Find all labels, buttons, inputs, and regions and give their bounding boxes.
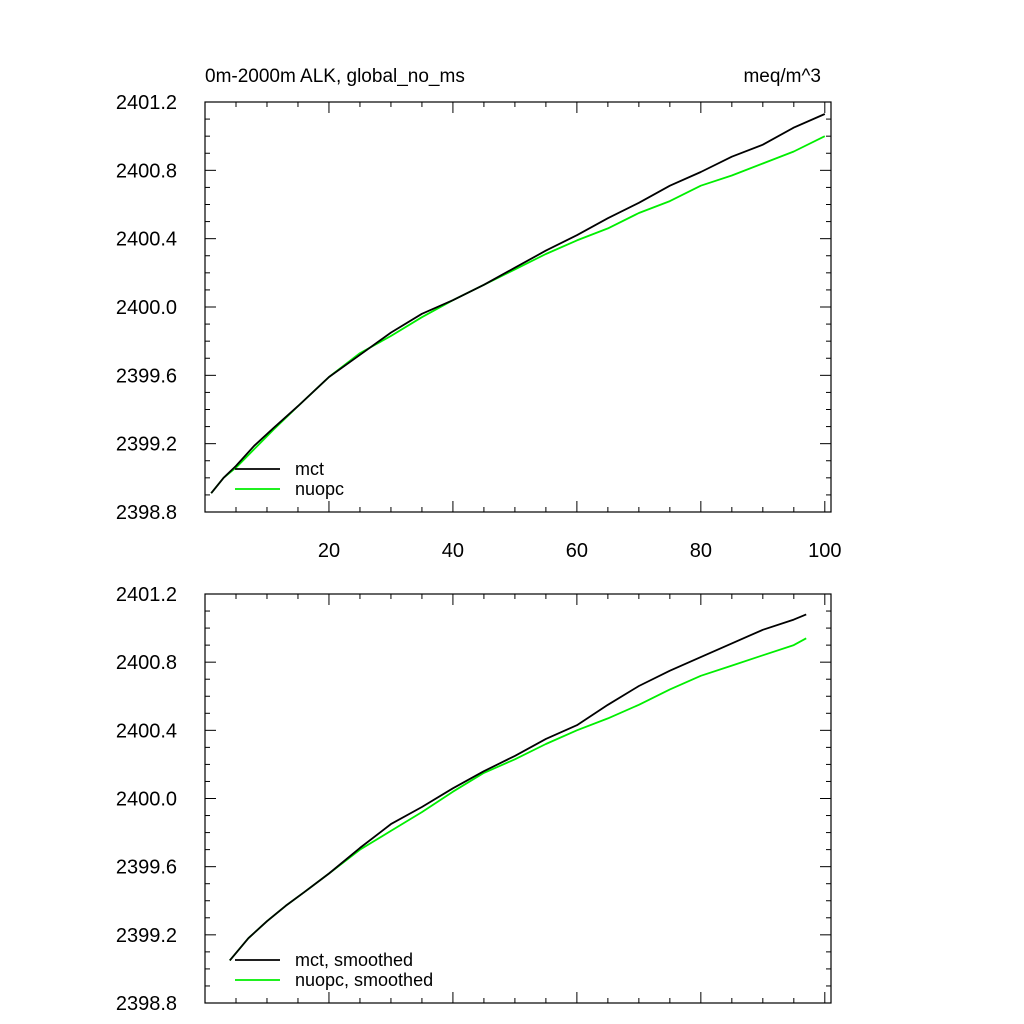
y-tick-label: 2399.2 [116, 925, 177, 947]
y-tick-label: 2399.6 [116, 365, 177, 387]
chart-panel-2: 2398.8 2399.2 2399.6 2400.0 2400.4 2400.8 2401… [116, 584, 832, 1015]
legend-label: nuopc, smoothed [295, 970, 433, 990]
y-tick-label: 2400.8 [116, 160, 177, 182]
y-tick-label: 2398.8 [116, 502, 177, 524]
y-tick-label: 2400.0 [116, 789, 177, 811]
chart-panel-1: 20 40 60 80 100 2398.8 2399.2 2399.6 2400.0 2400.… [116, 66, 842, 562]
series-line-mct [210, 113, 826, 494]
y-tick-label: 2399.6 [116, 857, 177, 879]
x-tick-label: 20 [318, 540, 340, 562]
x-tick-label: 40 [442, 540, 464, 562]
legend-label: nuopc [295, 479, 344, 499]
y-tick-label: 2399.2 [116, 434, 177, 456]
y-tick-label: 2398.8 [116, 993, 177, 1015]
units-label: meq/m^3 [743, 66, 821, 87]
y-tick-label: 2401.2 [116, 92, 177, 114]
x-tick-label: 100 [808, 540, 841, 562]
x-tick-label: 80 [690, 540, 712, 562]
y-tick-label: 2401.2 [116, 584, 177, 606]
x-tick-label: 60 [566, 540, 588, 562]
series-line-mct-smoothed [229, 613, 807, 961]
y-tick-label: 2400.4 [116, 229, 177, 251]
y-tick-label: 2400.0 [116, 297, 177, 319]
chart-title: 0m-2000m ALK, global_no_ms [205, 66, 465, 87]
y-tick-label: 2400.4 [116, 720, 177, 742]
y-tick-label: 2400.8 [116, 652, 177, 674]
legend-label: mct, smoothed [295, 950, 413, 970]
legend-label: mct [295, 459, 324, 479]
